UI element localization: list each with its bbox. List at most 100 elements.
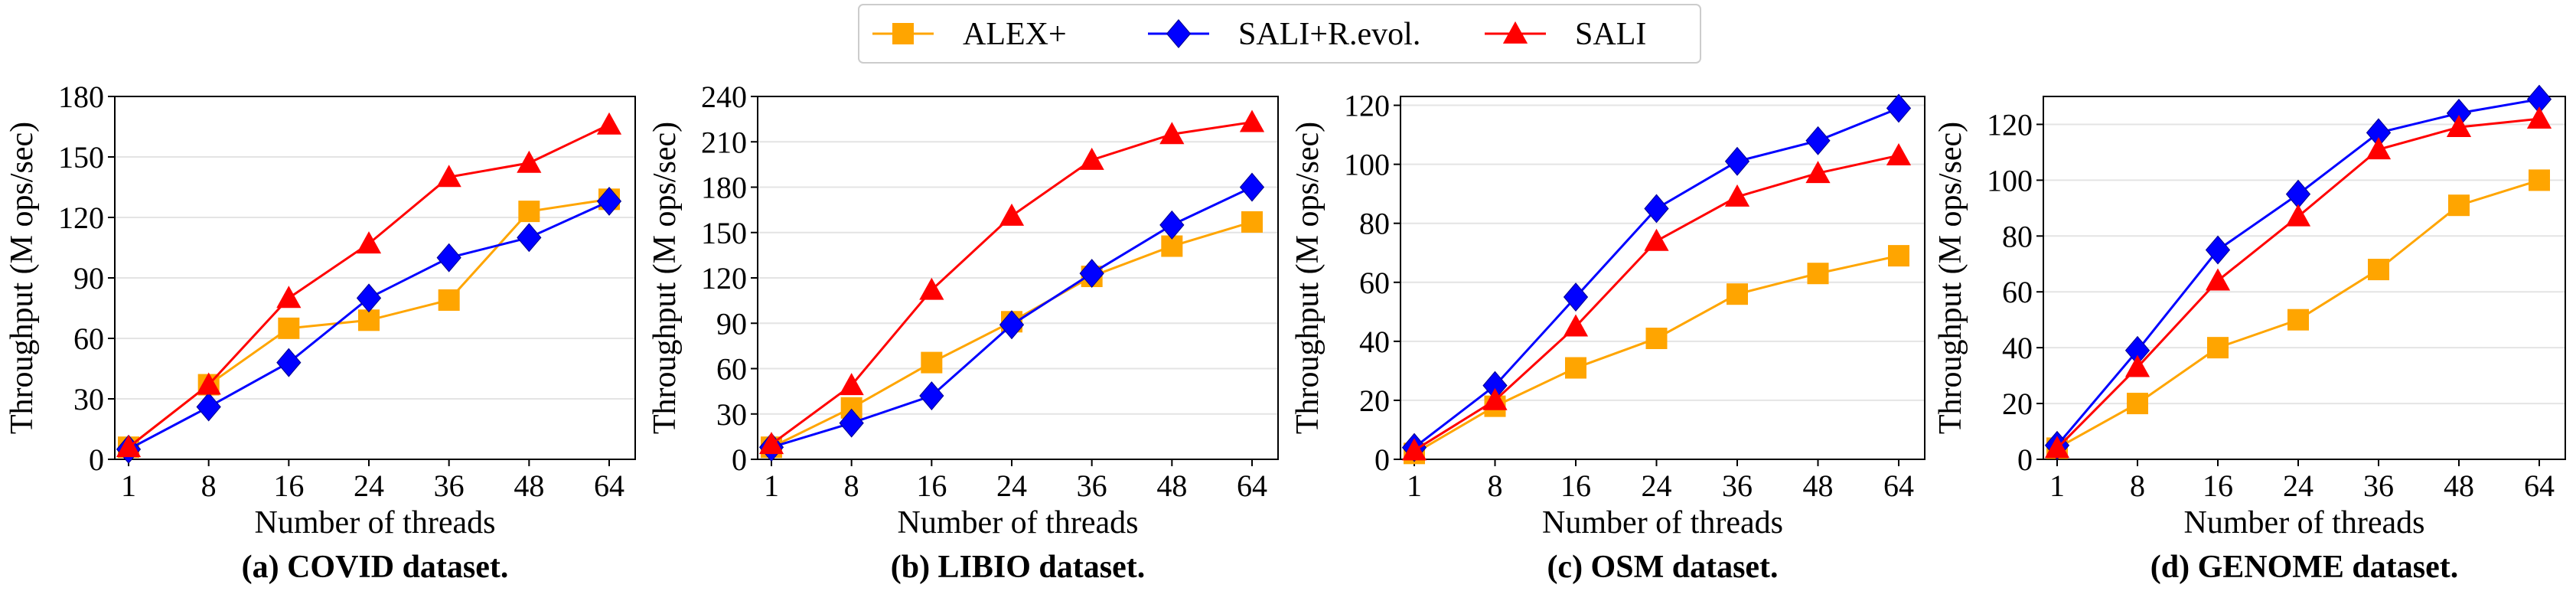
data-point-sali (116, 435, 142, 458)
y-tick-label: 80 (1359, 207, 1390, 241)
series-line-sali (771, 121, 1253, 446)
data-point-sali-r-evol (1805, 126, 1831, 155)
data-point-sali (1644, 228, 1669, 251)
y-tick-label: 100 (1344, 148, 1390, 182)
data-point-alex (438, 289, 460, 311)
panel-title: (b) LIBIO dataset. (891, 550, 1146, 585)
legend-label-alex: ALEX+ (963, 17, 1067, 52)
y-tick-label: 40 (2002, 331, 2033, 365)
legend-marker-sali (1502, 21, 1528, 44)
data-point-sali-r-evol (839, 408, 864, 438)
legend-label-sali: SALI (1575, 17, 1646, 52)
data-point-alex (358, 309, 380, 331)
y-tick-label: 20 (2002, 387, 2033, 421)
data-point-sali (758, 432, 784, 455)
y-tick-label: 100 (1987, 163, 2033, 198)
data-point-sali (2446, 115, 2472, 137)
panel-title: (d) GENOME dataset. (2150, 550, 2459, 585)
x-tick-label: 1 (121, 469, 136, 503)
x-tick-label: 48 (1156, 469, 1187, 503)
data-point-alex (2368, 259, 2389, 281)
x-tick-label: 8 (1488, 469, 1503, 503)
chart-panel-3: 0 20 40 60 80 100 120 1 8 16 24 36 48 64 Throughput (M… (1290, 89, 1925, 585)
x-tick-label: 16 (2203, 469, 2233, 503)
y-tick-label: 180 (701, 171, 747, 205)
x-tick-label: 16 (1560, 469, 1591, 503)
y-tick-label: 0 (732, 442, 747, 477)
data-point-sali (1159, 122, 1185, 145)
y-tick-label: 30 (73, 382, 104, 416)
data-point-alex (2529, 169, 2550, 191)
data-point-sali-r-evol (1239, 172, 1265, 202)
x-tick-label: 8 (201, 469, 217, 503)
y-tick-label: 120 (1987, 107, 2033, 142)
legend-label-sali-r-evol: SALI+R.evol. (1238, 17, 1420, 52)
y-axis-label: Throughput (M ops/sec) (647, 122, 683, 434)
data-point-sali-r-evol (196, 392, 221, 422)
y-tick-label: 60 (73, 322, 104, 356)
data-point-alex (1645, 328, 1668, 349)
y-axis-label: Throughput (M ops/sec) (5, 122, 40, 434)
data-point-sali (999, 203, 1025, 226)
x-tick-label: 64 (1883, 469, 1914, 503)
data-point-sali (1724, 184, 1750, 207)
x-axis-label: Number of threads (2184, 505, 2425, 540)
data-point-sali (2285, 204, 2311, 227)
x-tick-label: 24 (996, 469, 1027, 503)
x-tick-label: 24 (2283, 469, 2314, 503)
data-point-sali-r-evol (596, 186, 622, 216)
data-point-sali (1563, 314, 1589, 337)
x-tick-label: 16 (273, 469, 304, 503)
data-point-sali-r-evol (1159, 210, 1185, 240)
y-tick-label: 40 (1359, 325, 1390, 359)
series-line-alex (1414, 254, 1899, 455)
data-point-sali (1805, 161, 1831, 184)
x-tick-label: 48 (514, 469, 544, 503)
x-tick-label: 36 (434, 469, 465, 503)
data-point-sali (1886, 142, 1912, 165)
y-tick-label: 80 (2002, 219, 2033, 253)
data-point-alex (1727, 283, 1748, 305)
y-tick-label: 210 (701, 125, 747, 159)
x-tick-label: 16 (916, 469, 947, 503)
data-point-sali (436, 165, 461, 188)
y-tick-label: 20 (1359, 384, 1390, 418)
y-tick-label: 0 (89, 442, 104, 477)
chart-panel-2: 0 30 60 90 120 150 180 210 240 1 8 16 24 36 48 64 Throug… (647, 80, 1279, 585)
y-tick-label: 60 (2002, 275, 2033, 309)
legend-marker-sali-r-evol (1166, 19, 1192, 48)
y-tick-label: 90 (73, 261, 104, 296)
chart-panel-1: 0 30 60 90 120 150 180 1 8 16 24 36 48 64 Throughput (… (5, 80, 636, 585)
y-tick-label: 30 (716, 397, 747, 432)
y-tick-label: 90 (716, 306, 747, 341)
panel-title: (a) COVID dataset. (242, 550, 509, 585)
data-point-sali (276, 286, 302, 309)
chart-panel-4: 0 20 40 60 80 100 120 1 8 16 24 36 48 64 Throughput (M… (1933, 84, 2566, 585)
data-point-sali (196, 372, 221, 395)
x-tick-label: 24 (354, 469, 384, 503)
data-point-alex (518, 201, 540, 223)
x-tick-label: 36 (2363, 469, 2394, 503)
data-point-sali-r-evol (2285, 179, 2311, 209)
data-point-sali (1079, 147, 1104, 170)
data-point-alex (1241, 211, 1263, 233)
data-point-alex (2287, 309, 2309, 331)
x-tick-label: 1 (2049, 469, 2065, 503)
y-tick-label: 60 (1359, 266, 1390, 300)
data-point-alex (2448, 194, 2470, 217)
data-point-alex (1565, 357, 1586, 379)
data-point-sali-r-evol (1079, 259, 1104, 289)
x-tick-label: 48 (1803, 469, 1834, 503)
data-point-alex (278, 317, 300, 339)
data-point-alex (921, 351, 943, 374)
data-point-sali (2366, 137, 2392, 160)
x-tick-label: 8 (844, 469, 859, 503)
x-tick-label: 48 (2444, 469, 2474, 503)
x-axis-label: Number of threads (1542, 505, 1783, 540)
data-point-sali-r-evol (1563, 282, 1589, 312)
y-tick-label: 60 (716, 352, 747, 387)
x-tick-label: 24 (1642, 469, 1672, 503)
data-point-sali (2205, 268, 2231, 291)
data-point-sali (2526, 106, 2552, 129)
